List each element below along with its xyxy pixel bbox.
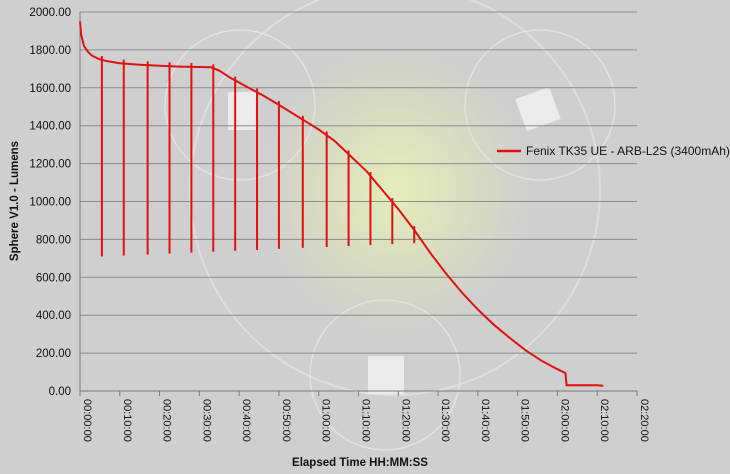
x-tick-label: 00:40:00 [240, 399, 252, 442]
x-tick-label: 01:10:00 [360, 399, 372, 442]
y-tick-label: 0.00 [49, 386, 71, 398]
y-tick-label: 1200.00 [29, 159, 71, 171]
x-tick-label: 01:30:00 [439, 399, 451, 442]
y-tick-label: 600.00 [36, 272, 71, 284]
x-axis-title: Elapsed Time HH:MM:SS [292, 457, 428, 469]
axes: 0.00 200.00 400.00 600.00 800.00 1000.00 1200.… [29, 7, 650, 442]
backdrop-emitter [515, 86, 561, 132]
x-tick-label: 01:00:00 [320, 399, 332, 442]
y-tick-label: 1000.00 [29, 197, 71, 209]
x-tick-label: 01:20:00 [399, 399, 411, 442]
background-photo [164, 0, 616, 451]
y-tick-label: 200.00 [36, 348, 71, 360]
x-tick-label: 00:50:00 [280, 399, 292, 442]
backdrop-led [309, 299, 461, 451]
backdrop-emitter [228, 92, 256, 130]
series-line [79, 21, 604, 387]
backdrop-led [164, 29, 316, 181]
x-tick-label: 00:10:00 [121, 399, 133, 442]
backdrop-emitter [368, 356, 404, 394]
y-tick-label: 800.00 [36, 234, 71, 246]
x-tick-label: 00:20:00 [161, 399, 173, 442]
x-tick-label: 02:00:00 [558, 399, 570, 442]
y-tick-label: 1600.00 [29, 83, 71, 95]
y-tick-label: 1800.00 [29, 45, 71, 57]
y-tick-label: 400.00 [36, 310, 71, 322]
x-tick-label: 02:10:00 [598, 399, 610, 442]
x-tick-label: 00:30:00 [200, 399, 212, 442]
y-axis-title: Sphere V1.0 - Lumens [9, 141, 21, 261]
backdrop-ring [189, 0, 601, 396]
x-tick-label: 01:50:00 [519, 399, 531, 442]
y-tick-label: 1400.00 [29, 121, 71, 133]
x-tick-label: 02:20:00 [638, 399, 650, 442]
backdrop-glow [260, 50, 530, 330]
y-tick-label: 2000.00 [29, 7, 71, 19]
backdrop-led [464, 29, 616, 181]
legend-label: Fenix TK35 UE - ARB-L2S (3400mAh) [526, 144, 730, 158]
x-tick-label: 01:40:00 [479, 399, 491, 442]
x-tick-label: 00:00:00 [81, 399, 93, 442]
series-lines [79, 21, 604, 387]
legend: Fenix TK35 UE - ARB-L2S (3400mAh) [497, 144, 730, 158]
